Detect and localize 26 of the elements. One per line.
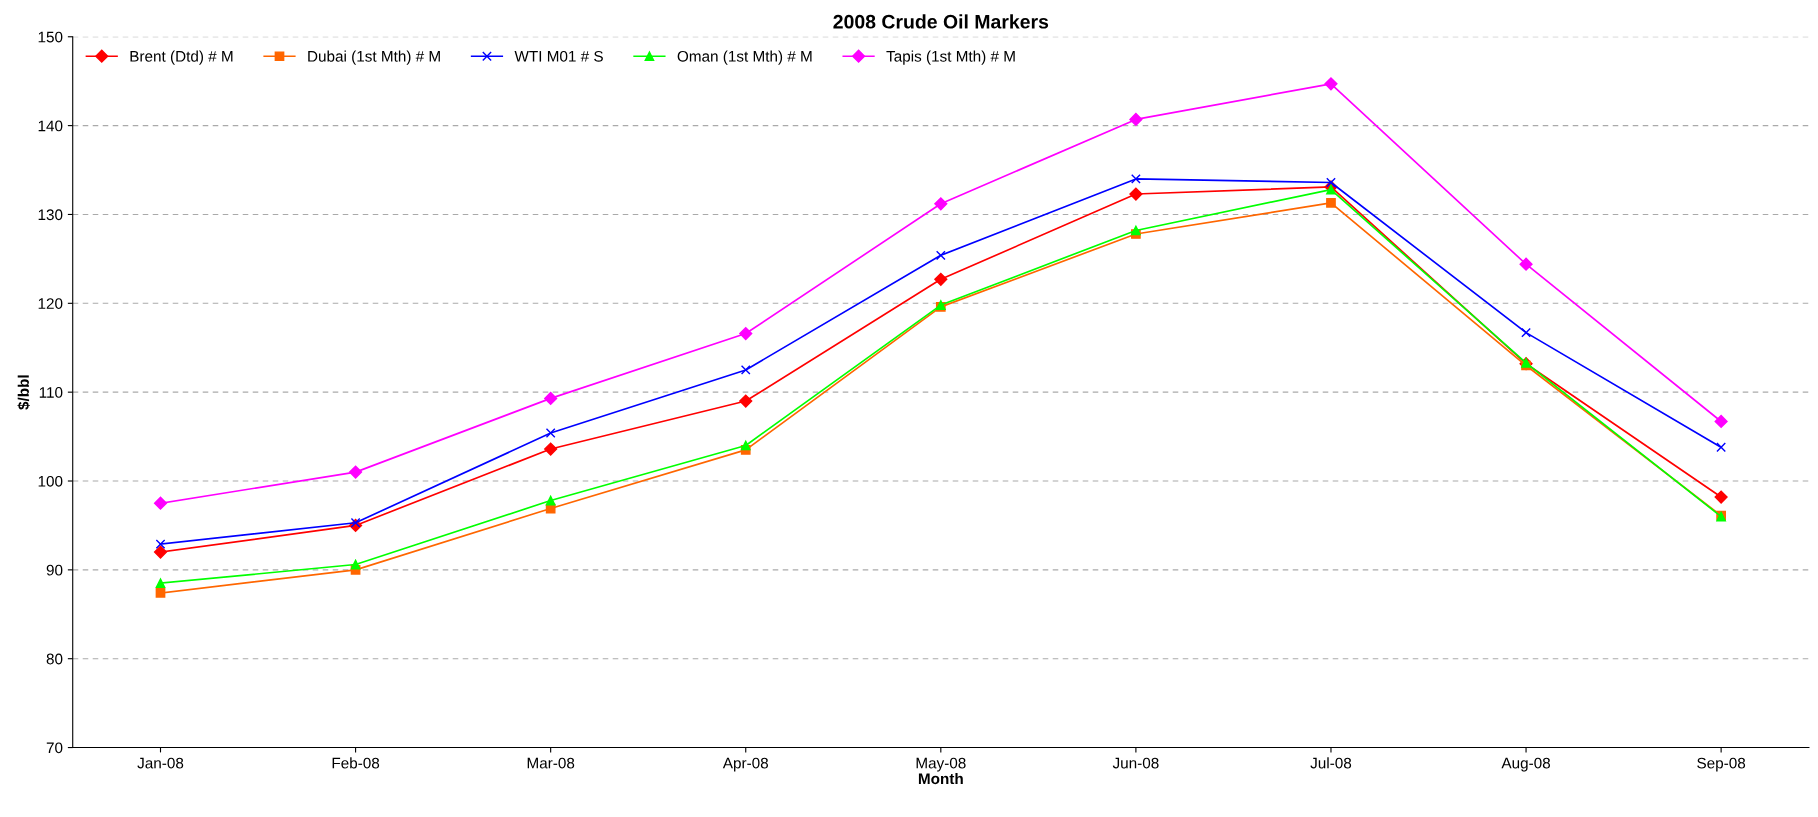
- x-axis-title: Month: [918, 772, 963, 785]
- legend-label: Oman (1st Mth) # M: [677, 50, 812, 65]
- x-tick-label: Aug-08: [1501, 757, 1551, 772]
- x-tick-label: Feb-08: [332, 757, 380, 769]
- x-tick-label: May-08: [916, 757, 966, 772]
- legend-label: Tapis (1st Mth) # M: [886, 50, 1015, 65]
- x-tick-label: Sep-08: [1697, 757, 1746, 772]
- y-tick-label: 80: [46, 653, 63, 665]
- legend-label: WTI M01 # S: [514, 50, 603, 62]
- y-axis-title: $/bbl: [17, 375, 30, 410]
- y-tick-label: 90: [46, 564, 63, 576]
- chart-title: 2008 Crude Oil Markers: [833, 14, 1049, 29]
- x-tick-label: Apr-08: [722, 757, 768, 772]
- legend-label: Dubai (1st Mth) # M: [308, 50, 440, 65]
- y-tick-label: 120: [38, 298, 63, 309]
- legend-label: Brent (Dtd) # M: [130, 50, 233, 65]
- y-tick-label: 140: [38, 120, 63, 132]
- x-tick-label: Mar-08: [527, 757, 575, 769]
- y-tick-label: 100: [38, 475, 63, 487]
- x-tick-label: Jun-08: [1112, 757, 1159, 769]
- x-tick-label: Jan-08: [137, 757, 184, 769]
- y-tick-label: 150: [38, 31, 63, 43]
- y-tick-label: 70: [46, 742, 63, 754]
- x-tick-label: Jul-08: [1310, 757, 1352, 769]
- y-tick-label: 110: [39, 387, 63, 398]
- y-tick-label: 130: [38, 209, 63, 221]
